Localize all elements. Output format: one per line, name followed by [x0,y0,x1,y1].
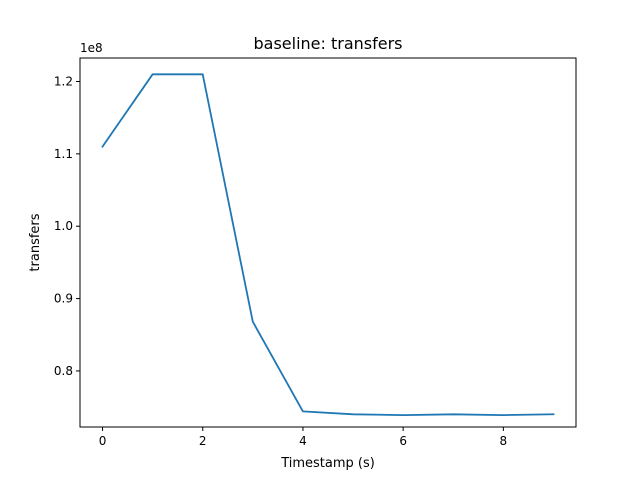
y-tick-label: 1.2 [54,75,73,89]
x-axis-ticks: 0 2 4 6 8 [99,427,507,448]
x-tick-label: 4 [299,434,307,448]
y-tick-label: 0.9 [54,292,73,306]
series-layer [101,73,555,417]
x-tick-label: 0 [99,434,107,448]
chart-title: baseline: transfers [253,34,402,53]
y-tick-label: 0.8 [54,364,73,378]
y-tick-label: 1.1 [54,147,73,161]
series-line [101,73,555,417]
y-axis-label: transfers [28,213,43,271]
plot-area-frame [79,57,577,428]
x-axis-label: Timestamp (s) [280,456,375,471]
y-axis-ticks: 0.8 0.9 1.0 1.1 1.2 [54,75,80,378]
y-tick-label: 1.0 [54,219,73,233]
x-tick-label: 2 [199,434,207,448]
x-tick-label: 8 [500,434,508,448]
y-axis-offset-label: 1e8 [80,41,103,55]
x-tick-label: 6 [399,434,407,448]
